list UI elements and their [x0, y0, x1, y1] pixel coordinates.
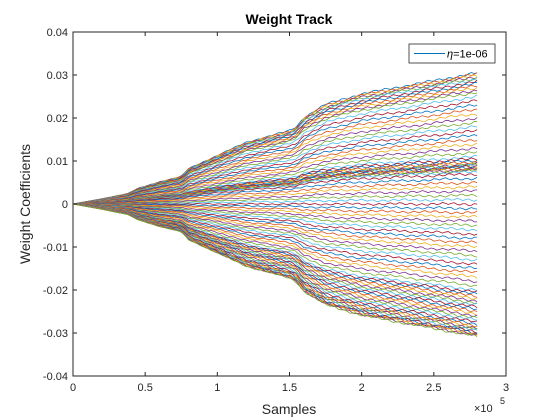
legend-label: η=1e-06 — [447, 49, 488, 61]
series-line — [73, 203, 478, 223]
series-line — [73, 203, 478, 248]
series-line — [73, 203, 478, 240]
series-line — [73, 117, 478, 205]
series-line — [73, 94, 478, 205]
x-axis-label: Samples — [262, 401, 316, 417]
series-line — [73, 203, 478, 262]
y-tick-label: 0.03 — [47, 70, 68, 82]
x-tick-label: 0 — [70, 382, 76, 394]
chart-title: Weight Track — [246, 11, 333, 27]
series-line — [73, 203, 478, 321]
series-line — [73, 203, 478, 269]
series-line — [73, 121, 478, 205]
series-line — [73, 92, 478, 205]
x-exponent-base: ×10 — [474, 403, 493, 415]
series-line — [73, 203, 478, 338]
series-line — [73, 203, 478, 236]
series-line — [73, 139, 478, 205]
series-line — [73, 203, 478, 211]
series-line — [73, 203, 478, 232]
y-tick-label: 0.01 — [47, 156, 68, 168]
x-axis-exponent: ×10 5 — [474, 396, 505, 415]
series-line — [73, 151, 478, 205]
x-tick-label: 1.5 — [282, 382, 297, 394]
series-line — [73, 203, 478, 298]
y-tick-label: 0 — [62, 199, 68, 211]
legend-eta-symbol: η — [447, 49, 453, 61]
series-line — [73, 189, 478, 205]
x-tick-label: 0.5 — [138, 382, 153, 394]
legend-box — [408, 43, 496, 64]
y-tick-label: -0.02 — [43, 285, 68, 297]
legend-value: =1e-06 — [453, 49, 488, 61]
series-line — [73, 203, 478, 279]
series-line — [73, 203, 478, 274]
y-tick-label: -0.03 — [43, 328, 68, 340]
series-line — [73, 134, 478, 205]
plot-area: 0 0.5 1 1.5 2 2.5 3 -0.04-0.03-0.02-0.0100.010… — [43, 27, 509, 394]
series-line — [73, 185, 478, 205]
series-line — [73, 84, 478, 205]
series-line — [73, 203, 478, 266]
x-tick-label: 2 — [359, 382, 365, 394]
series-group — [73, 72, 478, 338]
x-axis-ticks: 0 0.5 1 1.5 2 2.5 3 — [70, 32, 509, 394]
y-tick-label: -0.01 — [43, 242, 68, 254]
series-line — [73, 193, 478, 205]
series-line — [73, 125, 478, 205]
series-line — [73, 181, 478, 205]
series-line — [73, 129, 478, 205]
y-axis-ticks: -0.04 -0.03 -0.02 -0.01 0 0.01 0.02 0.03 0.04 — [43, 27, 506, 383]
series-line — [73, 203, 478, 258]
series-line — [73, 147, 478, 205]
series-line — [73, 113, 478, 205]
series-line — [73, 172, 478, 205]
series-line — [73, 104, 478, 205]
y-axis-label: Weight Coefficients — [17, 144, 33, 264]
series-line — [73, 203, 478, 219]
x-tick-label: 3 — [503, 382, 509, 394]
series-line — [73, 203, 478, 215]
y-tick-label: 0.02 — [47, 113, 68, 125]
series-line — [73, 99, 478, 205]
x-tick-label: 1 — [214, 382, 220, 394]
series-line — [73, 197, 478, 205]
y-tick-label: 0.04 — [47, 27, 68, 39]
y-tick-label: -0.04 — [43, 371, 68, 383]
series-line — [73, 203, 478, 244]
series-line — [73, 203, 478, 284]
x-exponent-power: 5 — [500, 396, 505, 406]
x-tick-label: 2.5 — [426, 382, 441, 394]
legend: η=1e-06 — [408, 43, 496, 64]
